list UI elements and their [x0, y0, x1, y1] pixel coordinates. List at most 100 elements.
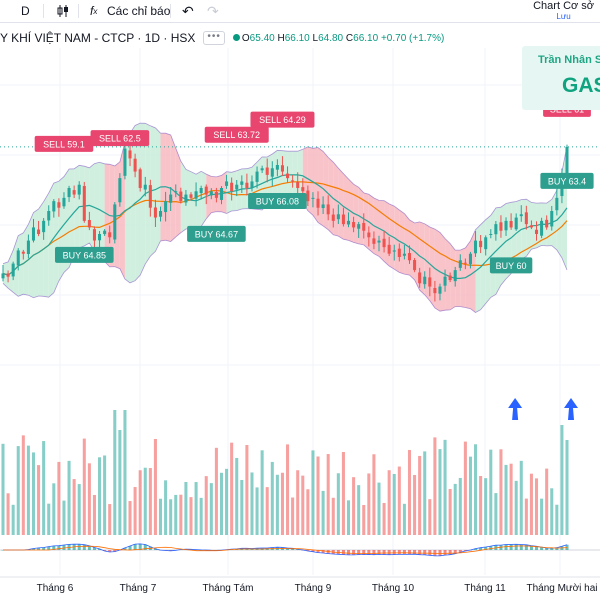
candle-body	[184, 194, 188, 203]
volume-bar	[316, 456, 320, 535]
bb-fill-segment	[3, 261, 9, 289]
volume-bar	[377, 482, 381, 535]
macd-histogram-bar	[407, 550, 412, 555]
macd-histogram-bar	[133, 544, 137, 550]
candle-body	[540, 220, 544, 236]
candle-body	[555, 197, 559, 211]
macd-histogram-bar	[529, 545, 533, 550]
candle-body	[291, 180, 295, 182]
macd-histogram-bar	[443, 550, 447, 556]
volume-bar	[179, 494, 183, 535]
candle-body	[270, 168, 274, 177]
market-status-icon	[232, 33, 240, 41]
volume-bar	[560, 425, 564, 535]
volume-bar	[280, 472, 284, 535]
macd-histogram-bar	[321, 550, 325, 554]
volume-bar	[372, 454, 376, 535]
macd-histogram-bar	[82, 544, 86, 550]
x-tick-label: Tháng 9	[295, 583, 332, 594]
volume-bar	[174, 494, 178, 535]
candle-body	[545, 219, 549, 228]
candle-body	[219, 188, 224, 200]
candle-body	[143, 184, 147, 190]
macd-histogram-bar	[458, 550, 462, 553]
macd-panel	[0, 543, 600, 557]
layout-title[interactable]: Chart Cơ sở	[533, 0, 594, 12]
macd-histogram-bar	[479, 547, 483, 550]
volume-bar	[219, 472, 224, 535]
candle-body	[108, 232, 112, 238]
volume-bar	[326, 454, 330, 535]
volume-bar	[225, 468, 229, 535]
volume-bar	[37, 465, 41, 535]
candle-body	[16, 250, 20, 266]
redo-icon[interactable]: ↷	[207, 2, 219, 19]
macd-histogram-bar	[534, 546, 539, 550]
macd-histogram-bar	[489, 546, 493, 550]
candle-body	[194, 191, 198, 199]
candle-body	[504, 220, 508, 231]
macd-histogram-bar	[423, 550, 427, 555]
volume-bar	[194, 482, 198, 535]
candle-body	[326, 204, 330, 215]
macd-histogram-bar	[341, 550, 345, 555]
toolbar-divider	[170, 4, 171, 18]
volume-bar	[47, 503, 51, 535]
candle-body	[98, 234, 102, 241]
candle-body	[306, 190, 310, 202]
symbol-title[interactable]: Y KHÍ VIỆT NAM - CTCP · 1D · HSX	[0, 31, 196, 45]
volume-bar	[21, 435, 25, 535]
candle-style-icon[interactable]	[56, 0, 70, 22]
candle-body	[524, 212, 528, 225]
signal-label-box	[248, 193, 307, 209]
candle-body	[346, 220, 351, 225]
macd-histogram-bar	[31, 548, 36, 550]
candle-body	[443, 276, 447, 286]
candle-body	[331, 214, 335, 221]
candle-body	[209, 191, 213, 196]
candle-body	[164, 201, 168, 213]
bb-fill-segment	[145, 123, 151, 264]
undo-icon[interactable]: ↶	[182, 2, 194, 19]
volume-bar	[524, 498, 528, 535]
candle-body	[6, 273, 10, 277]
candle-body	[448, 275, 452, 280]
volume-bar	[550, 488, 554, 535]
bb-fill-segment	[206, 174, 212, 219]
candle-body	[352, 222, 356, 228]
macd-histogram-bar	[128, 545, 132, 550]
volume-bar	[209, 483, 213, 535]
volume-bar	[387, 470, 391, 535]
bb-fill-segment	[175, 148, 181, 237]
volume-bar	[245, 445, 249, 535]
volume-bar	[321, 490, 325, 535]
volume-bar	[52, 483, 56, 535]
volume-bar	[128, 501, 132, 535]
x-axis: Tháng 6 Tháng 7 Tháng Tám Tháng 9 Tháng 10 Th…	[0, 576, 600, 594]
candle-body	[550, 211, 554, 227]
interval-button[interactable]: D	[21, 4, 30, 18]
volume-bar	[199, 497, 203, 535]
layout-menu[interactable]: Chart Cơ sở Lưu	[533, 0, 600, 22]
candle-body	[397, 248, 401, 257]
bb-upper-band	[2, 122, 568, 264]
volume-bar	[357, 485, 361, 535]
macd-histogram-bar	[545, 547, 549, 550]
volume-bar	[296, 470, 300, 535]
candle-body	[245, 182, 249, 188]
indicators-button[interactable]: Các chỉ báo	[107, 4, 171, 18]
volume-bar	[108, 504, 112, 535]
volume-bar	[458, 477, 462, 535]
volume-bar	[463, 441, 467, 535]
volume-bar	[184, 481, 188, 535]
candle-body	[468, 253, 472, 265]
volume-bar	[540, 498, 544, 535]
macd-histogram-bar	[123, 547, 127, 550]
macd-histogram-bar	[306, 550, 310, 552]
macd-histogram-bar	[453, 550, 457, 554]
more-options-icon[interactable]: •••	[203, 31, 225, 45]
candle-body	[362, 222, 366, 231]
signal-label-box	[204, 126, 269, 143]
